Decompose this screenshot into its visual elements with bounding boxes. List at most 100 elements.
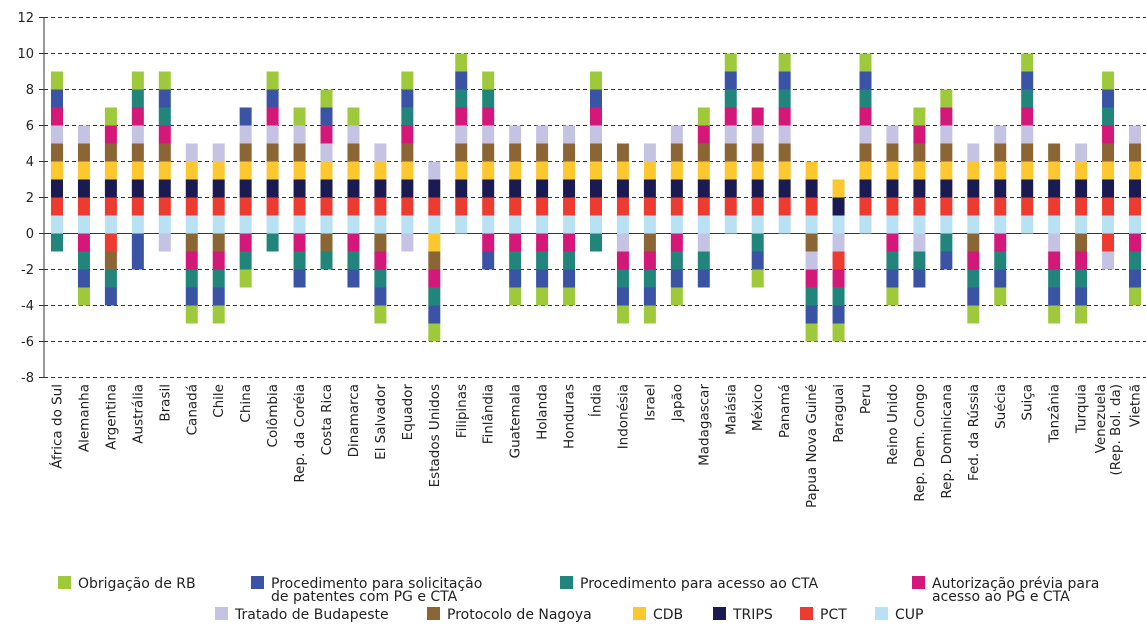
bar-segment [266,89,279,108]
bar-segment [212,179,225,198]
bar-segment [1075,215,1088,234]
bar-segment [428,323,441,342]
bar-segment [51,161,63,180]
bar-segment [51,215,63,234]
x-tick-label: (Rep. Bol. da) [1108,384,1124,475]
bar-segment [158,125,171,144]
legend-label: CDB [653,607,683,623]
bar-segment [104,179,117,198]
bar-segment [886,179,899,198]
bar-segment [158,179,171,198]
bar-segment [455,89,468,108]
x-tick-label: Costa Rica [319,384,335,455]
bar-segment [967,305,980,324]
bar-segment [401,107,414,126]
bar-segment [859,161,872,180]
x-tick-label: Vietnã [1128,384,1144,427]
bar-segment [482,215,495,234]
bar-segment [482,179,495,198]
bar-segment [212,305,225,324]
bar-segment [51,197,63,216]
y-tick-label: 0 [26,227,34,242]
bar-segment [1129,197,1141,216]
bar-segment [994,233,1007,252]
bar-segment [401,89,414,108]
bar-segment [212,215,225,234]
x-tick-label: Holanda [535,384,551,440]
bar-segment [131,215,144,234]
bar-segment [913,197,926,216]
bar-segment [482,125,495,144]
bar-segment [724,89,737,108]
bar-segment [994,251,1007,270]
legend: Obrigação de RB Procedimento para solicit… [58,576,1099,623]
bar-segment [616,251,629,270]
bar-segment [563,215,576,234]
bar-segment [697,161,710,180]
bar-segment [643,269,656,288]
bar-segment [239,251,252,270]
bar-segment [994,143,1007,162]
bar-segment [940,125,953,144]
bar-segment [51,233,63,252]
bar-segment [590,179,602,198]
bar-segment [455,53,468,72]
bar-segment [967,179,980,198]
bar-segment [886,269,899,288]
x-tick-label: Equador [400,384,416,441]
bar-segment [77,161,90,180]
y-tick-label: 12 [17,11,34,26]
bar-segment [1021,107,1034,126]
bar-segment [212,287,225,306]
bar-segment [1129,179,1141,198]
bar-segment [347,107,360,126]
bar-segment [697,233,710,252]
bar-segment [994,215,1007,234]
bar-segment [428,269,441,288]
bar-segment [1075,251,1088,270]
bar-segment [266,125,279,144]
bar-segment [536,143,549,162]
bar-segment [428,233,441,252]
bar-segment [940,251,953,270]
legend-label: TRIPS [732,607,773,623]
bar-segment [805,287,818,306]
bar-segment [104,143,117,162]
x-tick-label: El Salvador [373,384,389,460]
bar-segment [77,251,90,270]
x-tick-label: Suiça [1020,384,1036,421]
bar-segment [104,233,117,252]
bar-segment [563,161,576,180]
bar-segment [886,251,899,270]
bar-segment [1129,125,1141,144]
bar-segment [131,125,144,144]
bar-segment [131,71,144,90]
bar-segment [77,179,90,198]
bar-segment [778,71,791,90]
bar-segment [374,287,387,306]
bar-segment [239,125,252,144]
bar-segment [320,215,333,234]
x-tick-label: Turquia [1074,384,1090,434]
legend-label: CUP [895,607,923,623]
bar-segment [374,143,387,162]
bar-segment [293,107,306,126]
bar-segment [131,251,144,270]
bar-segment [805,179,818,198]
bar-segment [1021,215,1034,234]
bar-segment [509,251,522,270]
bar-segment [859,53,872,72]
bar-segment [1129,251,1141,270]
bar-segment [994,287,1007,306]
bar-segment [131,179,144,198]
bar-segment [1129,161,1141,180]
bar-segment [293,125,306,144]
bar-segment [832,287,845,306]
y-tick-label: -4 [21,299,34,314]
bar-segment [1102,125,1115,144]
legend-label: acesso ao PG e CTA [932,589,1070,605]
bar-segment [697,269,710,288]
bar-segment [1048,251,1061,270]
bar-segment [1102,161,1115,180]
bar-segment [940,179,953,198]
